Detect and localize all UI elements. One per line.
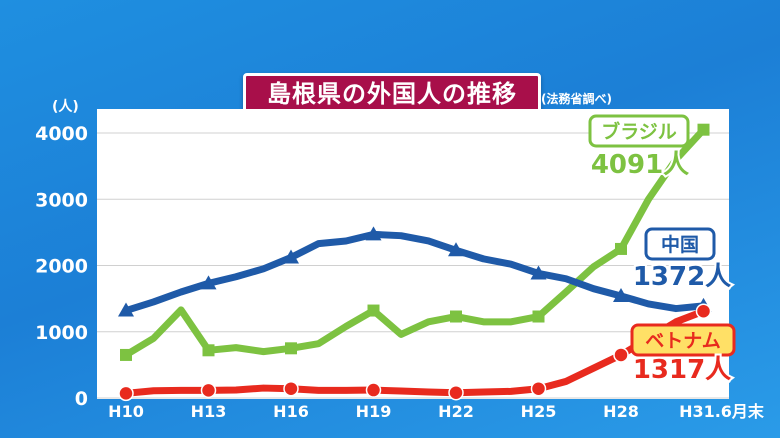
x-tick-label: H25 [521, 402, 557, 421]
data-point-vietnam [613, 347, 629, 363]
series-total-brazil: 4091人 [591, 150, 689, 180]
series-name-badge-brazil [588, 114, 690, 148]
data-point-vietnam [200, 382, 217, 399]
x-tick-label: H16 [273, 402, 309, 421]
series-name-vietnam: ベトナム [645, 330, 720, 352]
x-tick-label: H10 [108, 402, 144, 421]
chart-title: 島根県の外国人の推移 [243, 73, 541, 115]
data-point-vietnam [118, 385, 134, 402]
series-name-china: 中国 [661, 233, 699, 256]
series-line-brazil [122, 126, 707, 359]
series-line-vietnam [122, 307, 707, 397]
series-name-brazil: ブラジル [601, 120, 677, 143]
data-point-brazil [202, 344, 215, 357]
series-total-vietnam: 1317人 [633, 355, 731, 385]
data-point-brazil [285, 342, 297, 355]
data-point-vietnam [530, 380, 547, 397]
y-tick-label: 4000 [35, 123, 88, 145]
data-point-china [118, 302, 134, 317]
data-point-china [200, 275, 217, 290]
series-total-china: 1372人 [633, 262, 731, 292]
data-point-china [448, 242, 464, 257]
data-point-brazil [450, 310, 462, 323]
data-point-china [283, 249, 299, 264]
data-point-vietnam [283, 380, 299, 397]
y-tick-label: 1000 [35, 322, 88, 344]
data-point-brazil [615, 242, 627, 255]
y-tick-label: 0 [75, 388, 88, 410]
series-lines [118, 123, 712, 402]
x-axis-ticks: H10 H13 H16 H19 H22 H25 H28 H31.6月末 [108, 402, 765, 421]
y-axis-ticks: 0 1000 2000 3000 4000 [35, 123, 88, 410]
gridlines [97, 132, 729, 399]
series-name-badge-vietnam [630, 323, 736, 357]
data-point-brazil [367, 304, 380, 317]
x-tick-label: H13 [191, 402, 227, 421]
data-point-vietnam [695, 303, 712, 319]
y-tick-label: 3000 [35, 189, 88, 211]
data-point-china [613, 287, 629, 302]
data-point-brazil [697, 123, 710, 136]
y-axis-unit: (人) [52, 99, 79, 115]
x-tick-label: H31.6月末 [679, 402, 765, 421]
data-point-china [530, 265, 547, 280]
data-point-china [365, 226, 382, 241]
x-tick-label: H19 [356, 402, 392, 421]
x-tick-label: H28 [603, 402, 639, 421]
data-point-brazil [532, 310, 545, 323]
series-line-china [122, 230, 707, 315]
source-note: (法務省調べ) [541, 92, 612, 106]
x-tick-label: H22 [438, 402, 474, 421]
data-point-vietnam [448, 384, 464, 401]
data-point-vietnam [365, 382, 382, 398]
y-tick-label: 2000 [35, 256, 88, 278]
data-point-brazil [120, 348, 132, 361]
series-name-badge-china [644, 227, 716, 261]
